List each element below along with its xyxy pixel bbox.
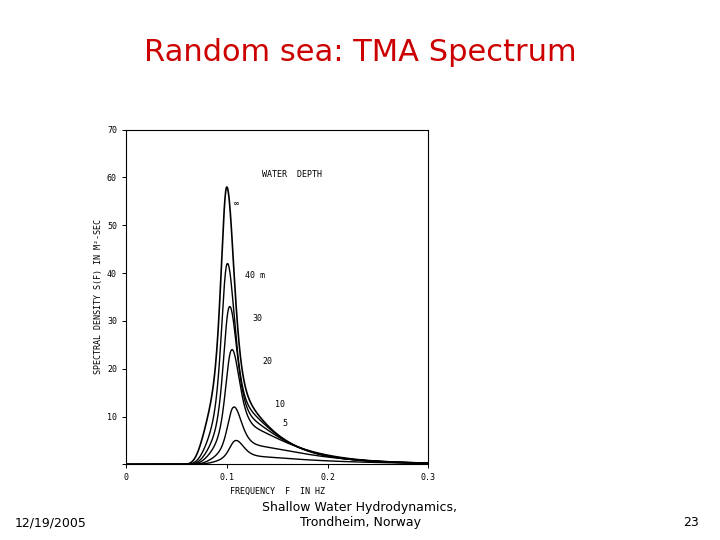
X-axis label: FREQUENCY  F  IN HZ: FREQUENCY F IN HZ xyxy=(230,487,325,496)
Text: 12/19/2005: 12/19/2005 xyxy=(14,516,86,529)
Text: ∞: ∞ xyxy=(234,199,239,208)
Text: 20: 20 xyxy=(262,357,272,366)
Text: 5: 5 xyxy=(282,419,287,428)
Text: Shallow Water Hydrodynamics,
Trondheim, Norway: Shallow Water Hydrodynamics, Trondheim, … xyxy=(263,501,457,529)
Text: Random sea: TMA Spectrum: Random sea: TMA Spectrum xyxy=(144,38,576,67)
Text: 23: 23 xyxy=(683,516,698,529)
Y-axis label: SPECTRAL DENSITY S(F) IN M²-SEC: SPECTRAL DENSITY S(F) IN M²-SEC xyxy=(94,219,103,375)
Text: 30: 30 xyxy=(252,314,262,323)
Text: 10: 10 xyxy=(275,400,285,409)
Text: WATER  DEPTH: WATER DEPTH xyxy=(262,171,322,179)
Text: 40 m: 40 m xyxy=(245,271,265,280)
